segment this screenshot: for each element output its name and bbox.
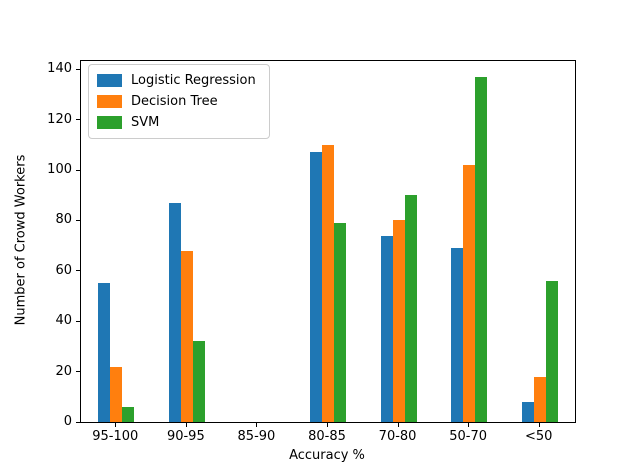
- bar: [475, 76, 488, 422]
- x-tick-label: <50: [524, 429, 553, 444]
- y-tick-label: 100: [47, 162, 72, 178]
- x-tick-label: 90-95: [166, 429, 205, 444]
- legend-item-svm: SVM: [97, 112, 260, 133]
- bar: [380, 235, 393, 422]
- bar: [180, 250, 193, 422]
- x-tick-mark: [538, 423, 540, 427]
- x-tick-label: 85-90: [237, 429, 276, 444]
- y-tick-mark: [76, 270, 80, 272]
- legend: Logistic Regression Decision Tree SVM: [88, 64, 270, 139]
- y-tick-label: 0: [63, 414, 72, 429]
- bar: [122, 406, 135, 422]
- bar: [545, 280, 558, 422]
- y-axis-label: Number of Crowd Workers: [13, 154, 29, 326]
- legend-swatch-icon: [97, 74, 122, 87]
- bar: [463, 165, 476, 422]
- legend-label: Logistic Regression: [131, 73, 256, 88]
- y-tick-mark: [76, 169, 80, 171]
- y-tick-mark: [76, 320, 80, 322]
- bar: [451, 248, 464, 422]
- x-axis-label: Accuracy %: [289, 448, 365, 463]
- y-tick-label: 80: [55, 212, 72, 228]
- bar: [521, 401, 534, 422]
- y-tick-mark: [76, 119, 80, 121]
- bar: [98, 283, 111, 422]
- x-tick-mark: [327, 423, 328, 427]
- bar: [192, 341, 205, 422]
- x-tick-mark: [185, 423, 187, 427]
- legend-item-logistic-regression: Logistic Regression: [97, 70, 260, 91]
- y-tick-mark: [76, 371, 80, 373]
- bar: [392, 220, 405, 422]
- x-tick-label: 50-70: [449, 429, 488, 444]
- y-tick-mark: [76, 219, 80, 221]
- x-tick-label: 80-85: [308, 429, 346, 444]
- bar: [310, 152, 322, 422]
- y-tick-label: 40: [55, 313, 72, 329]
- legend-swatch-icon: [97, 116, 122, 129]
- bar: [533, 376, 546, 422]
- x-tick-mark: [256, 423, 258, 427]
- x-tick-label: 95-100: [92, 429, 139, 444]
- bar: [322, 144, 334, 422]
- legend-label: Decision Tree: [131, 94, 218, 109]
- y-tick-mark: [76, 421, 80, 423]
- x-tick-mark: [468, 423, 470, 427]
- legend-swatch-icon: [97, 95, 122, 108]
- x-tick-mark: [397, 423, 399, 427]
- bar: [404, 195, 417, 422]
- legend-label: SVM: [131, 115, 160, 130]
- plot-area: Logistic Regression Decision Tree SVM: [80, 60, 576, 423]
- bar: [334, 222, 346, 422]
- y-tick-mark: [76, 68, 80, 70]
- legend-item-decision-tree: Decision Tree: [97, 91, 260, 112]
- y-tick-label: 60: [55, 262, 72, 278]
- y-tick-label: 140: [47, 61, 72, 77]
- bar: [110, 366, 123, 422]
- x-tick-mark: [115, 423, 117, 427]
- y-tick-label: 120: [47, 111, 72, 127]
- x-tick-label: 70-80: [378, 429, 417, 444]
- y-tick-label: 20: [55, 363, 72, 379]
- bar: [168, 202, 181, 422]
